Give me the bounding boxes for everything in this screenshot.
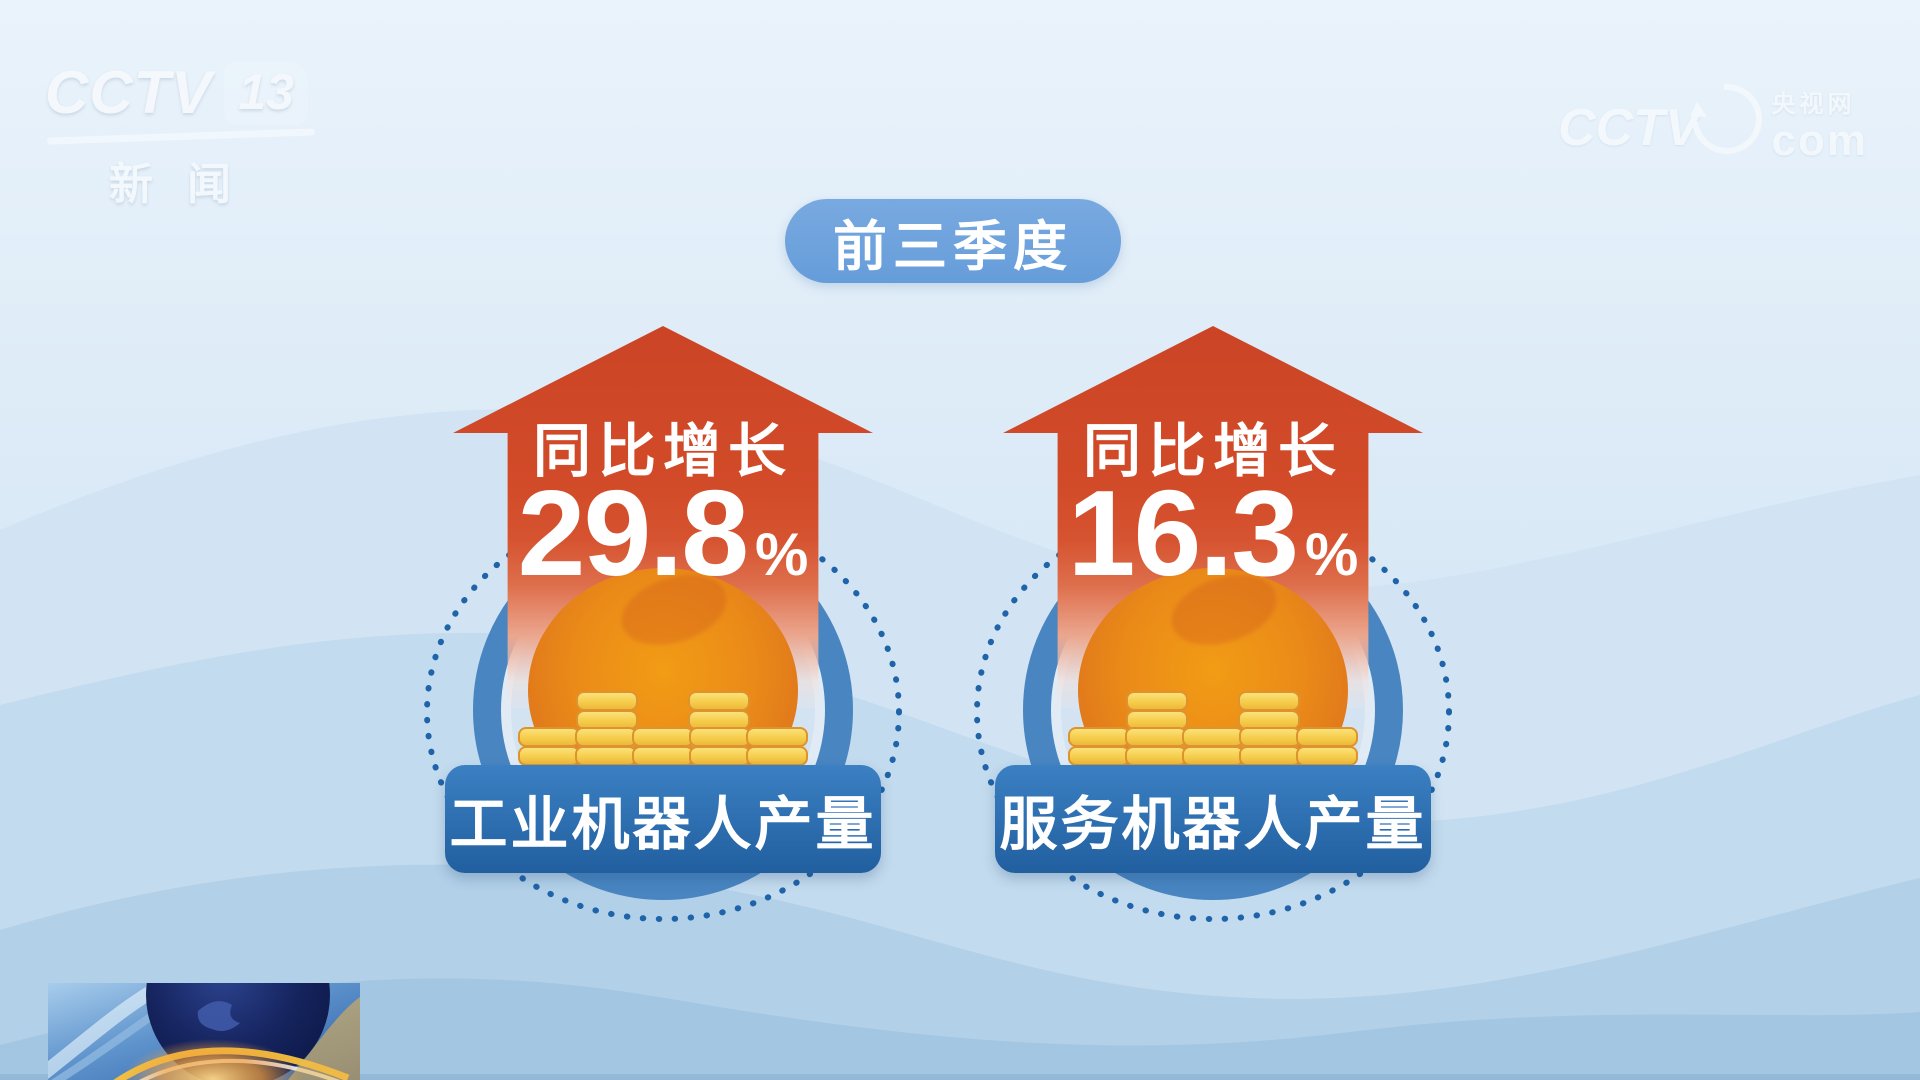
period-badge: 前三季度 (785, 199, 1121, 283)
category-label-bar: 工业机器人产量 (445, 765, 881, 873)
percent-sign: % (755, 521, 809, 588)
cctv-com-watermark: CCTV 央视网 com (1557, 69, 1868, 172)
logo-underline (46, 128, 316, 145)
watermark-brand-text: CCTV (1557, 99, 1700, 157)
coin-stack-icon (518, 691, 808, 774)
cctv-logo-text: CCTV (45, 59, 213, 126)
period-badge-text: 前三季度 (833, 216, 1073, 277)
growth-value-row: 16.3 % (973, 472, 1453, 594)
news-globe-thumbnail (48, 983, 360, 1080)
cctv13-channel-logo: CCTV 13 新闻 (45, 58, 316, 212)
channel-number: 13 (224, 60, 308, 125)
dotted-circle-decoration (974, 502, 1452, 922)
stat-card-service-robots: 同比增长 16.3 % 服务机器人产量 (973, 300, 1453, 940)
growth-value-row: 29.8 % (423, 472, 903, 594)
channel-name: 新闻 (109, 160, 265, 209)
growth-label: 同比增长 (1082, 419, 1343, 484)
coin-stack-icon (1068, 691, 1358, 774)
category-label-text: 服务机器人产量 (999, 792, 1427, 857)
watermark-domain: com (1771, 116, 1868, 165)
watermark-site-name: 央视网 (1771, 91, 1856, 118)
category-label-text: 工业机器人产量 (449, 792, 877, 857)
growth-label: 同比增长 (532, 419, 793, 484)
percent-sign: % (1305, 521, 1359, 588)
dotted-circle-decoration (424, 502, 902, 922)
growth-value: 29.8 (517, 465, 749, 601)
growth-value: 16.3 (1067, 465, 1299, 601)
stat-card-industrial-robots: 同比增长 29.8 % 工业机器人产量 (423, 300, 903, 940)
category-label-bar: 服务机器人产量 (995, 765, 1431, 873)
